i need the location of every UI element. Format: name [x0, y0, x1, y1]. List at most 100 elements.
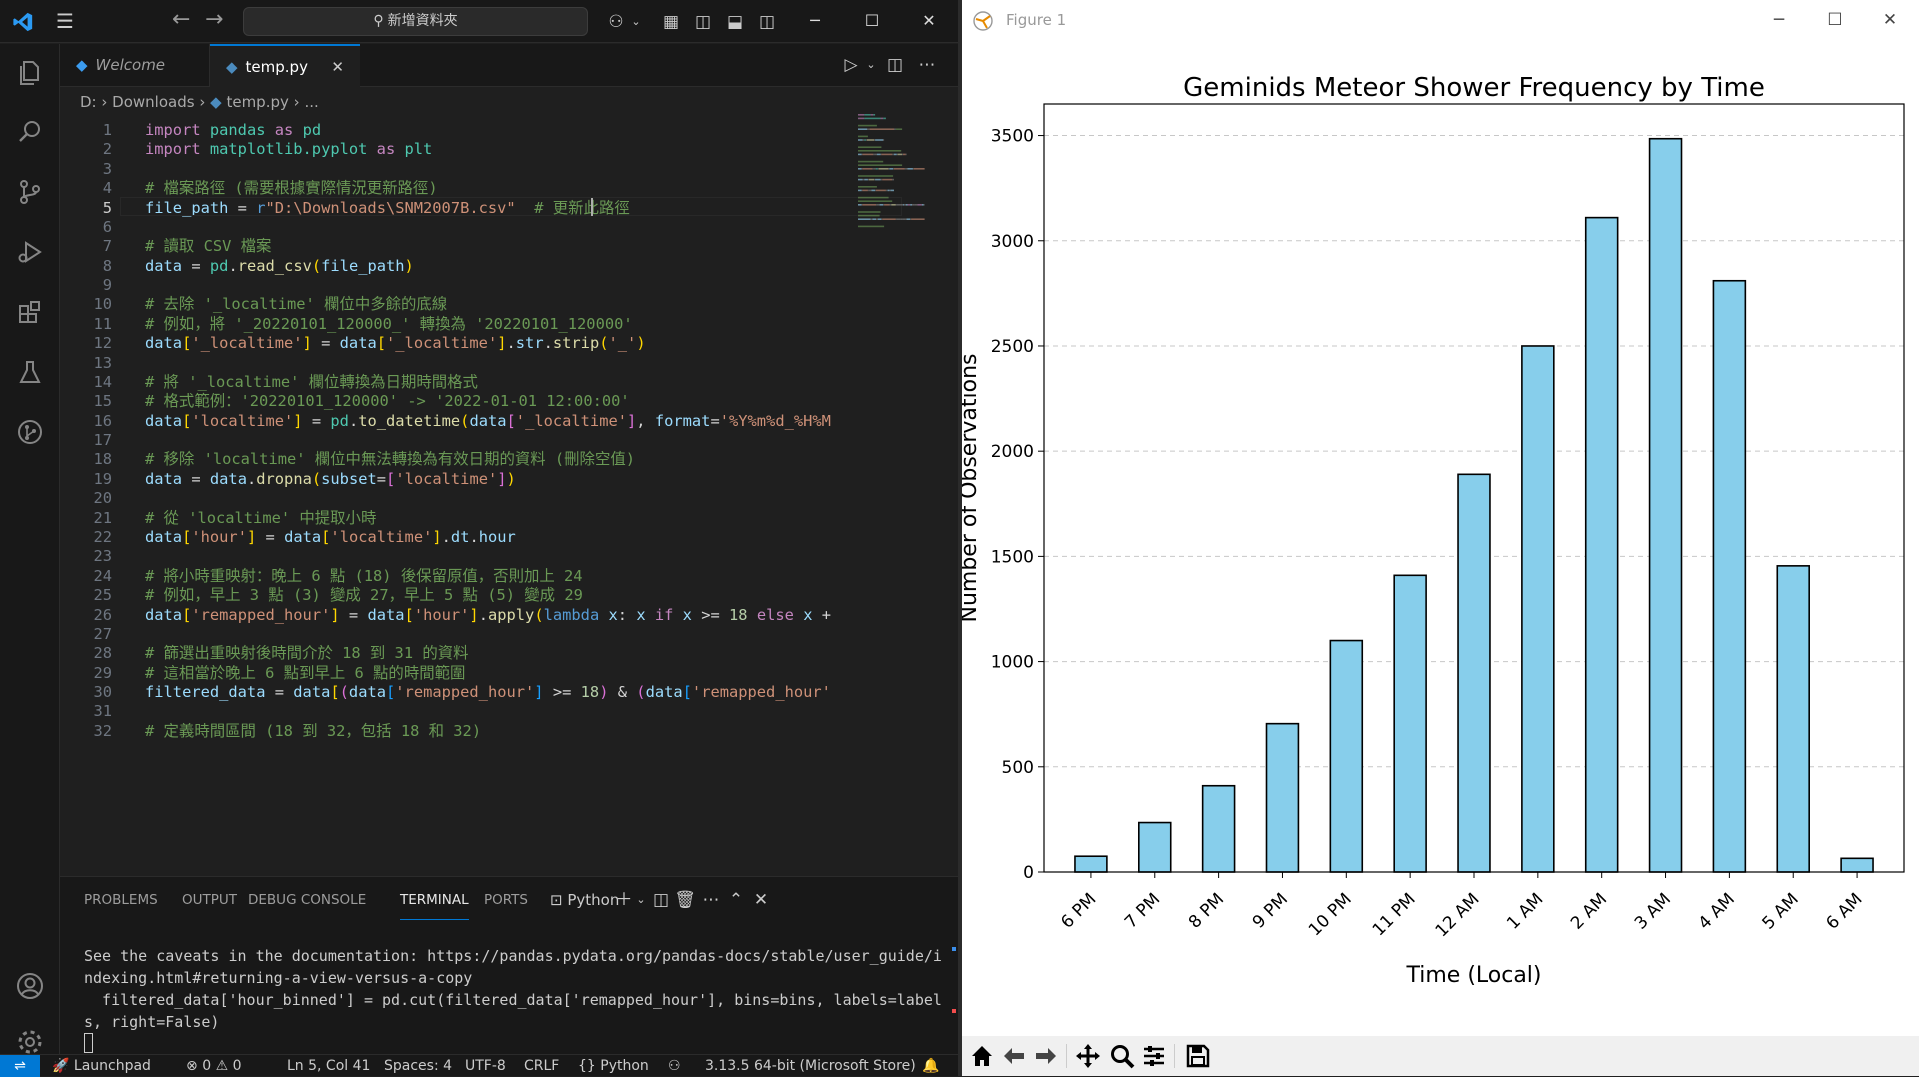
configure-subplots-icon[interactable] [1140, 1042, 1168, 1070]
code-line[interactable]: 20 [60, 487, 860, 511]
tab-temp-py[interactable]: ◆ temp.py ✕ [210, 44, 360, 88]
code-line[interactable]: 29 # 這相當於晚上 6 點到早上 6 點的時間範圍 [60, 662, 860, 686]
panel-tab-ports[interactable]: PORTS [484, 892, 528, 908]
code-line[interactable]: 5 file_path = r"D:\Downloads\SNM2007B.csv… [60, 197, 860, 221]
code-line[interactable]: 9 [60, 274, 860, 298]
code-line[interactable]: 18 # 移除 'localtime' 欄位中無法轉換為有效日期的資料 (刪除空值… [60, 448, 860, 472]
search-sidebar-icon[interactable] [0, 108, 60, 156]
run-debug-icon[interactable] [0, 228, 60, 276]
code-line[interactable]: 13 [60, 352, 860, 376]
panel-tab-terminal[interactable]: TERMINAL [400, 880, 469, 920]
launchpad-item[interactable]: 🚀 Launchpad [52, 1058, 151, 1074]
code-line[interactable]: 19 data = data.dropna(subset=['localtime'… [60, 468, 860, 492]
code-line[interactable]: 16 data['localtime'] = pd.to_datetime(dat… [60, 410, 860, 434]
code-line[interactable]: 7 # 讀取 CSV 檔案 [60, 235, 860, 259]
chevron-down-icon[interactable]: ⌄ [631, 15, 641, 28]
code-line[interactable]: 28 # 篩選出重映射後時間介於 18 到 31 的資料 [60, 642, 860, 666]
maximize-button[interactable]: ☐ [1827, 10, 1843, 30]
split-editor-icon[interactable]: ◫ [886, 55, 904, 75]
code-line[interactable]: 32 # 定義時間區間 (18 到 32，包括 18 和 32) [60, 720, 860, 744]
code-editor[interactable]: 1 import pandas as pd 2 import matplotlib.p… [60, 116, 958, 876]
code-line[interactable]: 6 [60, 216, 860, 240]
command-center-search[interactable]: ⚲ 新增資料夾 [243, 7, 588, 36]
code-line[interactable]: 25 # 例如，早上 3 點 (3) 變成 27，早上 5 點 (5) 變成 29 [60, 584, 860, 608]
tab-welcome[interactable]: ◆ Welcome [60, 44, 210, 87]
terminal-profile[interactable]: ⊡ Python [550, 889, 619, 911]
more-actions-icon[interactable]: ⋯ [702, 890, 720, 910]
code-line[interactable]: 27 [60, 623, 860, 647]
code-line[interactable]: 26 data['remapped_hour'] = data['hour'].a… [60, 604, 860, 628]
copilot-status-icon[interactable]: ⚇ [668, 1058, 681, 1074]
code-line[interactable]: 24 # 將小時重映射：晚上 6 點 (18) 後保留原值，否則加上 24 [60, 565, 860, 589]
code-line[interactable]: 11 # 例如，將 '_20220101_120000_' 轉換為 '202201… [60, 313, 860, 337]
cursor-position[interactable]: Ln 5, Col 41 [287, 1058, 371, 1074]
save-disk-icon[interactable] [1184, 1042, 1212, 1070]
maximize-button[interactable]: ☐ [864, 11, 880, 30]
copilot-icon[interactable]: ⚇ [608, 12, 624, 32]
notifications-bell-icon[interactable]: 🔔 [922, 1058, 940, 1074]
problems-indicator[interactable]: ⊗ 0 ⚠ 0 [186, 1055, 242, 1077]
source-control-icon[interactable] [0, 168, 60, 216]
code-line[interactable]: 21 # 從 'localtime' 中提取小時 [60, 507, 860, 531]
encoding[interactable]: UTF-8 [465, 1058, 506, 1074]
toggle-secondary-sidebar-icon[interactable]: ◫ [758, 12, 776, 32]
close-panel-icon[interactable]: ✕ [753, 890, 769, 910]
zoom-magnifier-icon[interactable] [1108, 1042, 1136, 1070]
git-graph-icon[interactable] [0, 408, 60, 456]
code-line[interactable]: 14 # 將 '_localtime' 欄位轉換為日期時間格式 [60, 371, 860, 395]
forward-arrow-icon[interactable]: → [205, 7, 224, 32]
code-line[interactable]: 10 # 去除 '_localtime' 欄位中多餘的底線 [60, 293, 860, 317]
line-ending[interactable]: CRLF [524, 1058, 560, 1074]
settings-gear-icon[interactable] [0, 1018, 60, 1066]
pan-move-icon[interactable] [1074, 1042, 1102, 1070]
minimize-button[interactable]: ─ [1773, 10, 1785, 30]
code-line[interactable]: 31 [60, 700, 860, 724]
customize-layout-icon[interactable]: ▦ [662, 12, 680, 32]
code-line[interactable]: 12 data['_localtime'] = data['_localtime'… [60, 332, 860, 356]
back-arrow-icon[interactable] [1000, 1042, 1028, 1070]
account-icon[interactable] [0, 962, 60, 1010]
forward-arrow-icon[interactable] [1032, 1042, 1060, 1070]
code-line[interactable]: 1 import pandas as pd [60, 119, 860, 143]
extensions-icon[interactable] [0, 288, 60, 336]
trash-icon[interactable]: 🗑 [674, 890, 696, 910]
code-line[interactable]: 15 # 格式範例：'20220101_120000' -> '2022-01-0… [60, 390, 860, 414]
panel-tab-debug-console[interactable]: DEBUG CONSOLE [248, 892, 367, 908]
split-terminal-icon[interactable]: ◫ [652, 890, 670, 910]
minimize-button[interactable]: ─ [810, 11, 820, 30]
code-line[interactable]: 3 [60, 158, 860, 182]
run-python-icon[interactable]: ▷ [844, 55, 858, 75]
panel-tab-problems[interactable]: PROBLEMS [84, 892, 158, 908]
language-mode[interactable]: {} Python [578, 1055, 649, 1077]
breadcrumb-symbol[interactable]: ... [304, 93, 319, 111]
breadcrumb-folder[interactable]: Downloads [112, 93, 195, 111]
close-tab-icon[interactable]: ✕ [331, 58, 344, 76]
chevron-down-icon[interactable]: ⌄ [636, 893, 646, 906]
home-icon[interactable] [968, 1042, 996, 1070]
back-arrow-icon[interactable]: ← [172, 7, 191, 32]
more-actions-icon[interactable]: ⋯ [918, 55, 936, 75]
code-line[interactable]: 17 [60, 429, 860, 453]
terminal-output[interactable]: See the caveats in the documentation: ht… [84, 947, 942, 1031]
code-line[interactable]: 30 filtered_data = data[(data['remapped_h… [60, 681, 860, 705]
close-button[interactable]: ✕ [922, 11, 936, 30]
minimap[interactable] [858, 114, 942, 244]
toggle-panel-icon[interactable]: ⬓ [726, 12, 744, 32]
maximize-panel-chevron-icon[interactable]: ⌃ [728, 890, 744, 910]
code-line[interactable]: 2 import matplotlib.pyplot as plt [60, 138, 860, 162]
code-line[interactable]: 22 data['hour'] = data['localtime'].dt.ho… [60, 526, 860, 550]
chevron-down-icon[interactable]: ⌄ [866, 58, 876, 71]
panel-tab-output[interactable]: OUTPUT [182, 892, 238, 908]
code-line[interactable]: 4 # 檔案路徑 (需要根據實際情況更新路徑) [60, 177, 860, 201]
remote-indicator-icon[interactable]: ⇌ [0, 1055, 40, 1077]
explorer-icon[interactable] [0, 48, 60, 96]
testing-flask-icon[interactable] [0, 348, 60, 396]
new-terminal-plus-icon[interactable]: ＋ [615, 890, 633, 910]
breadcrumb-drive[interactable]: D: [80, 93, 97, 111]
indentation[interactable]: Spaces: 4 [384, 1058, 453, 1074]
code-line[interactable]: 23 [60, 545, 860, 569]
close-button[interactable]: ✕ [1882, 10, 1898, 30]
breadcrumb-file[interactable]: temp.py [226, 93, 289, 111]
menu-icon[interactable]: ☰ [56, 9, 74, 33]
python-interpreter[interactable]: 3.13.5 64-bit (Microsoft Store) [705, 1058, 916, 1074]
